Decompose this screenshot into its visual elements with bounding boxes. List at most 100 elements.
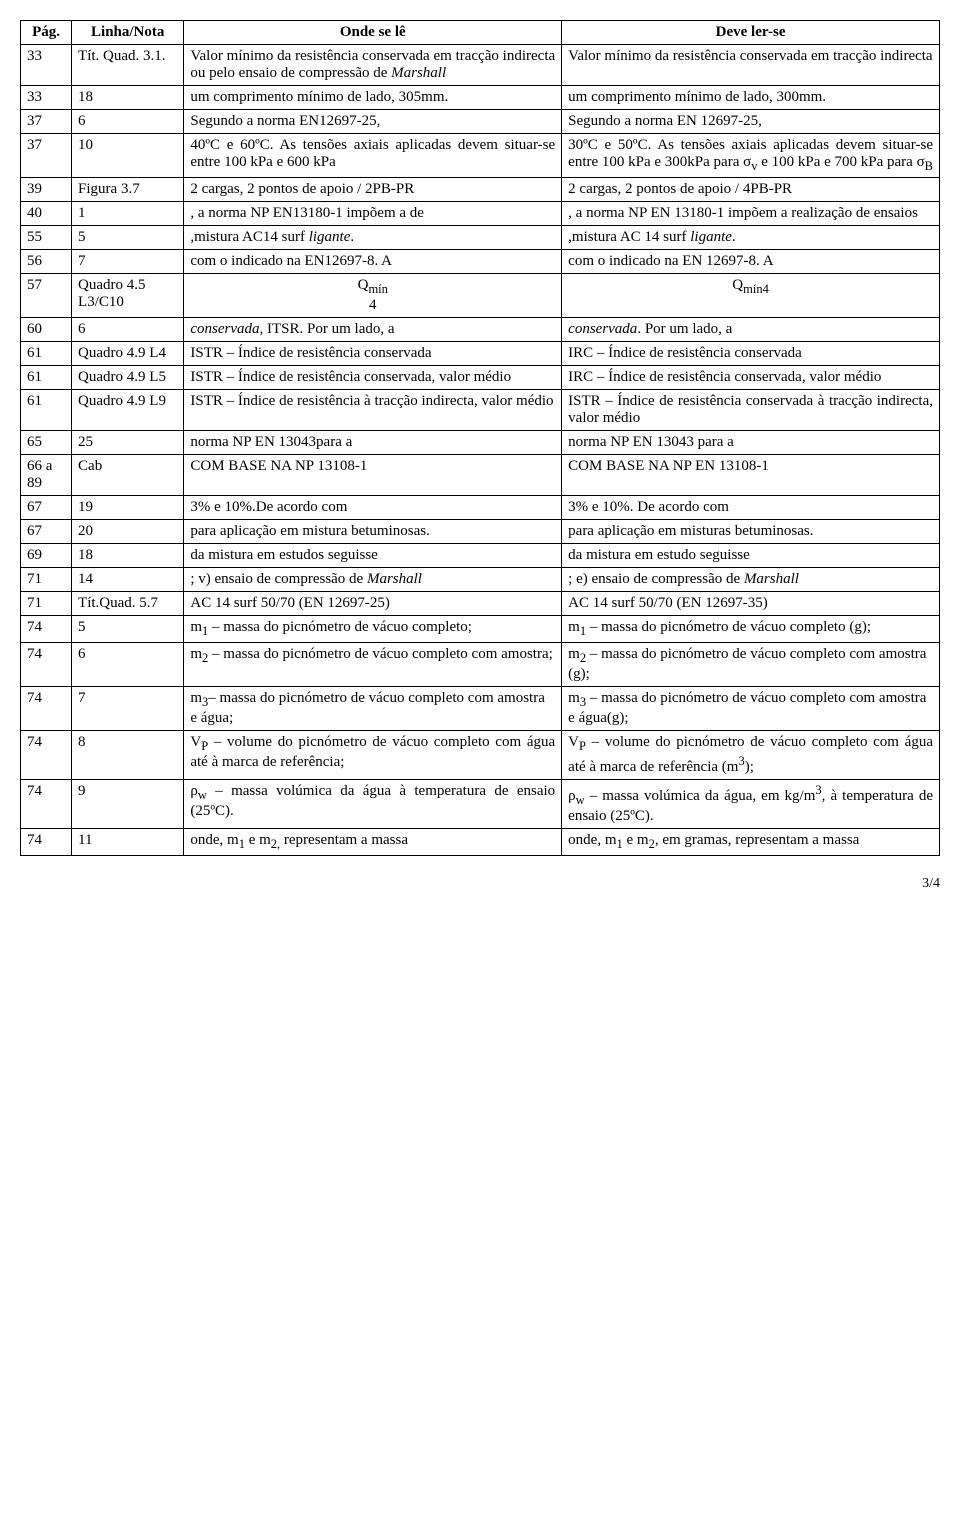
cell-pag: 74 [21,731,72,780]
cell-linha: 10 [72,134,184,178]
cell-pag: 74 [21,687,72,731]
cell-onde: para aplicação em mistura betuminosas. [184,520,562,544]
cell-deve: 30ºC e 50ºC. As tensões axiais aplicadas… [562,134,940,178]
table-row: 749ρw – massa volúmica da água à tempera… [21,780,940,829]
cell-deve: m3 – massa do picnómetro de vácuo comple… [562,687,940,731]
table-row: 555,mistura AC14 surf ligante.,mistura A… [21,226,940,250]
cell-linha: 5 [72,616,184,643]
cell-onde: VP – volume do picnómetro de vácuo compl… [184,731,562,780]
cell-linha: 6 [72,318,184,342]
cell-deve: m2 – massa do picnómetro de vácuo comple… [562,643,940,687]
cell-pag: 67 [21,520,72,544]
cell-onde: 2 cargas, 2 pontos de apoio / 2PB-PR [184,178,562,202]
cell-deve: onde, m1 e m2, em gramas, representam a … [562,829,940,856]
cell-deve: IRC – Índice de resistência conservada, … [562,366,940,390]
cell-deve: da mistura em estudo seguisse [562,544,940,568]
table-row: 71Tít.Quad. 5.7 AC 14 surf 50/70 (EN 1269… [21,592,940,616]
table-row: 748VP – volume do picnómetro de vácuo co… [21,731,940,780]
cell-linha: Tít.Quad. 5.7 [72,592,184,616]
cell-deve: ,mistura AC 14 surf ligante. [562,226,940,250]
cell-linha: Quadro 4.9 L9 [72,390,184,431]
cell-onde: m2 – massa do picnómetro de vácuo comple… [184,643,562,687]
table-row: 747m3– massa do picnómetro de vácuo comp… [21,687,940,731]
cell-onde: onde, m1 e m2, representam a massa [184,829,562,856]
cell-onde: ISTR – Índice de resistência à tracção i… [184,390,562,431]
cell-linha: Quadro 4.5 L3/C10 [72,274,184,318]
cell-linha: 5 [72,226,184,250]
cell-pag: 71 [21,568,72,592]
cell-pag: 61 [21,342,72,366]
table-row: 57Quadro 4.5 L3/C10Qmín4Qmín4 [21,274,940,318]
table-row: 6525norma NP EN 13043para anorma NP EN 1… [21,431,940,455]
cell-onde: Segundo a norma EN12697-25, [184,110,562,134]
cell-deve: norma NP EN 13043 para a [562,431,940,455]
cell-linha: 25 [72,431,184,455]
cell-deve: ISTR – Índice de resistência conservada … [562,390,940,431]
cell-linha: 6 [72,110,184,134]
cell-onde: Qmín4 [184,274,562,318]
table-row: 376Segundo a norma EN12697-25,Segundo a … [21,110,940,134]
cell-deve: conservada. Por um lado, a [562,318,940,342]
cell-deve: Valor mínimo da resistência conservada e… [562,45,940,86]
cell-deve: m1 – massa do picnómetro de vácuo comple… [562,616,940,643]
cell-linha: 7 [72,687,184,731]
cell-pag: 69 [21,544,72,568]
cell-deve: Segundo a norma EN 12697-25, [562,110,940,134]
table-row: 401, a norma NP EN13180-1 impõem a de, a… [21,202,940,226]
cell-onde: norma NP EN 13043para a [184,431,562,455]
cell-linha: 20 [72,520,184,544]
table-row: 61Quadro 4.9 L5ISTR – Índice de resistên… [21,366,940,390]
cell-pag: 66 a 89 [21,455,72,496]
cell-linha: 18 [72,544,184,568]
cell-linha: 11 [72,829,184,856]
errata-table: Pág. Linha/Nota Onde se lê Deve ler-se 3… [20,20,940,856]
cell-linha: Quadro 4.9 L5 [72,366,184,390]
cell-linha: 19 [72,496,184,520]
cell-onde: um comprimento mínimo de lado, 305mm. [184,86,562,110]
cell-onde: ISTR – Índice de resistência conservada,… [184,366,562,390]
table-row: 371040ºC e 60ºC. As tensões axiais aplic… [21,134,940,178]
cell-onde: 40ºC e 60ºC. As tensões axiais aplicadas… [184,134,562,178]
table-body: 33Tít. Quad. 3.1.Valor mínimo da resistê… [21,45,940,856]
cell-pag: 57 [21,274,72,318]
cell-pag: 37 [21,110,72,134]
table-row: 66 a 89CabCOM BASE NA NP 13108-1COM BASE… [21,455,940,496]
page-footer: 3/4 [20,876,940,892]
cell-onde: da mistura em estudos seguisse [184,544,562,568]
cell-pag: 37 [21,134,72,178]
cell-onde: conservada, ITSR. Por um lado, a [184,318,562,342]
cell-pag: 55 [21,226,72,250]
table-row: 61Quadro 4.9 L4ISTR – Índice de resistên… [21,342,940,366]
table-row: 7114; v) ensaio de compressão de Marshal… [21,568,940,592]
cell-linha: Cab [72,455,184,496]
cell-pag: 33 [21,86,72,110]
cell-deve: VP – volume do picnómetro de vácuo compl… [562,731,940,780]
cell-pag: 71 [21,592,72,616]
cell-deve: IRC – Índice de resistência conservada [562,342,940,366]
cell-linha: Quadro 4.9 L4 [72,342,184,366]
header-linha: Linha/Nota [72,21,184,45]
table-row: 67193% e 10%.De acordo com3% e 10%. De a… [21,496,940,520]
cell-onde: ,mistura AC14 surf ligante. [184,226,562,250]
table-row: 606conservada, ITSR. Por um lado, aconse… [21,318,940,342]
cell-onde: m1 – massa do picnómetro de vácuo comple… [184,616,562,643]
cell-deve: ; e) ensaio de compressão de Marshall [562,568,940,592]
cell-pag: 40 [21,202,72,226]
cell-onde: m3– massa do picnómetro de vácuo complet… [184,687,562,731]
header-deve: Deve ler-se [562,21,940,45]
cell-pag: 67 [21,496,72,520]
cell-linha: 1 [72,202,184,226]
table-row: 33Tít. Quad. 3.1.Valor mínimo da resistê… [21,45,940,86]
cell-deve: AC 14 surf 50/70 (EN 12697-35) [562,592,940,616]
cell-pag: 61 [21,366,72,390]
cell-deve: , a norma NP EN 13180-1 impõem a realiza… [562,202,940,226]
cell-deve: um comprimento mínimo de lado, 300mm. [562,86,940,110]
cell-linha: 7 [72,250,184,274]
cell-onde: ρw – massa volúmica da água à temperatur… [184,780,562,829]
cell-onde: COM BASE NA NP 13108-1 [184,455,562,496]
cell-deve: 2 cargas, 2 pontos de apoio / 4PB-PR [562,178,940,202]
cell-deve: para aplicação em misturas betuminosas. [562,520,940,544]
cell-pag: 74 [21,780,72,829]
cell-linha: Figura 3.7 [72,178,184,202]
table-row: 7411onde, m1 e m2, representam a massaon… [21,829,940,856]
